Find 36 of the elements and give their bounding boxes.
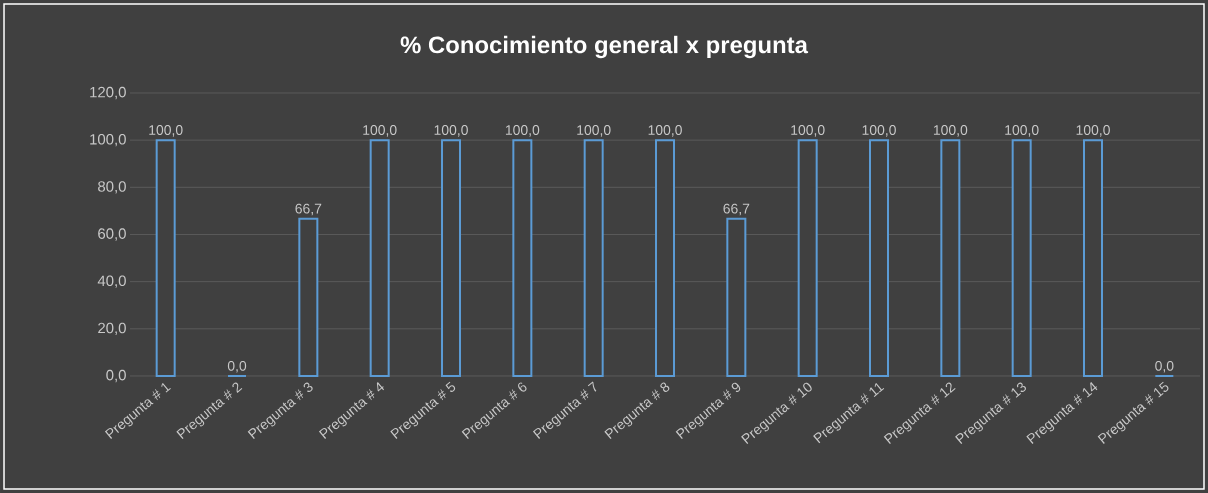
bar [797,139,818,377]
data-label: 0,0 [1155,360,1174,373]
data-label: 100,0 [434,125,468,137]
data-label: 100,0 [862,125,896,137]
y-tick-label: 100,0 [90,133,126,147]
data-label: 100,0 [149,125,183,137]
bar [1011,139,1032,377]
bar [583,139,604,377]
bar [655,139,676,377]
bar [369,139,390,377]
data-label: 100,0 [505,125,540,137]
data-label: 100,0 [791,125,825,137]
chart-title: % Conocimiento general x pregunta [400,35,809,59]
bar [298,217,319,377]
bar [726,217,747,377]
data-label: 100,0 [1005,125,1039,137]
data-label: 100,0 [933,125,968,137]
y-tick-label: 60,0 [98,228,126,241]
y-tick-label: 40,0 [97,275,126,288]
y-tick-label: 20,0 [98,322,126,335]
bar [869,139,890,377]
bar [441,139,462,377]
data-label: 0,0 [227,360,247,373]
data-label: 100,0 [363,125,397,137]
data-label: 66,7 [723,203,750,216]
data-label: 100,0 [648,125,682,137]
y-tick-label: 80,0 [98,181,126,194]
data-label: 100,0 [1076,125,1110,137]
bar [155,139,176,377]
bar [1083,139,1104,377]
bar [512,139,533,377]
data-label: 66,7 [295,203,322,216]
y-tick-label: 0,0 [106,369,126,383]
y-tick-label: 120,0 [90,86,126,100]
data-label: 100,0 [577,125,611,137]
bar [940,139,961,377]
